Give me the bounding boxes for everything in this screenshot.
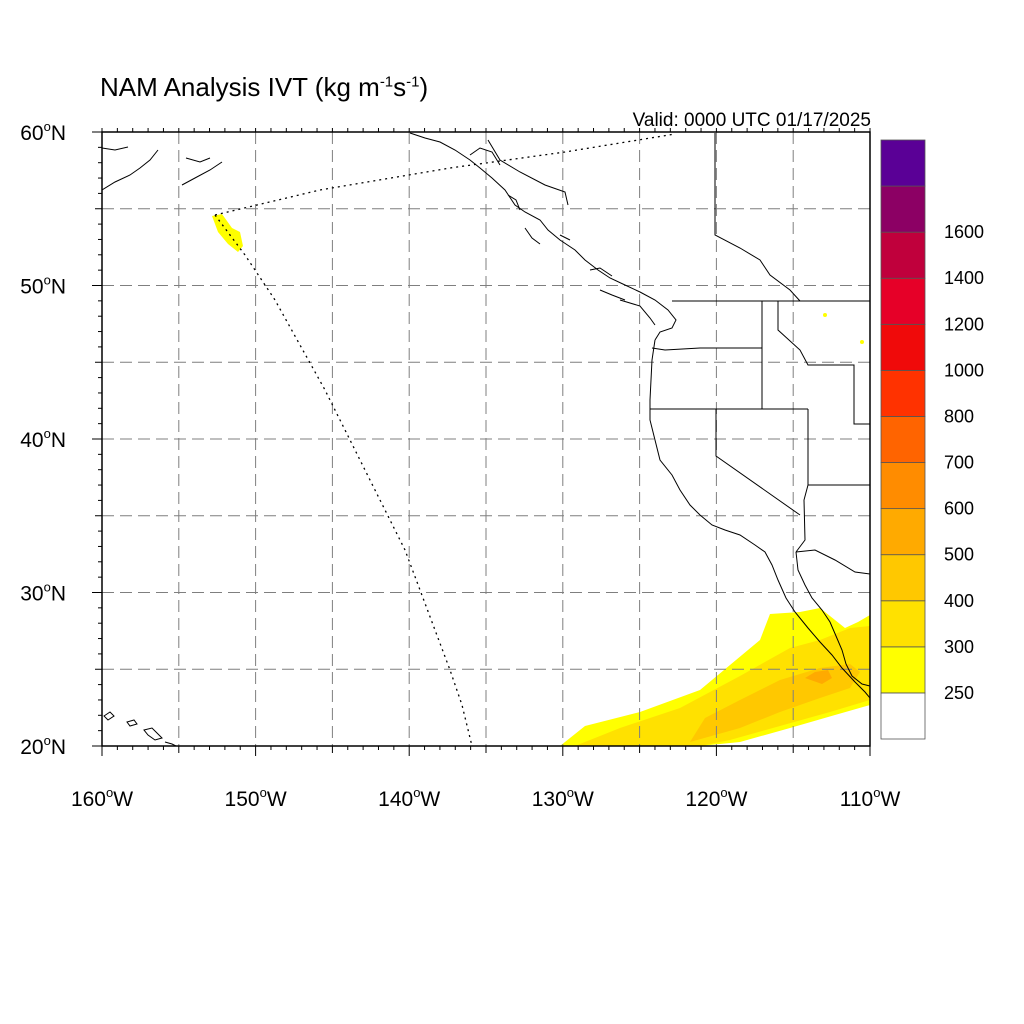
lon-label: 160oW	[71, 785, 133, 811]
coastline-islands	[469, 147, 656, 326]
border-wa-or	[651, 347, 762, 351]
border-az	[795, 484, 809, 553]
ivt-region-alaska	[212, 214, 243, 252]
coastline-us-west	[649, 339, 870, 699]
lon-label: 150oW	[225, 785, 287, 811]
colorbar-label: 300	[944, 637, 974, 657]
ivt-dot	[860, 340, 864, 344]
valid-time-label: Valid: 0000 UTC 01/17/2025	[632, 110, 871, 131]
ivt-region-500	[805, 670, 832, 684]
colorbar-label: 1000	[944, 360, 984, 380]
colorbar-segment	[880, 369, 926, 417]
colorbar-label: 700	[944, 453, 974, 473]
domain-boundary	[214, 133, 676, 747]
colorbar-segment	[880, 323, 926, 371]
lat-label: 20oN	[20, 733, 66, 759]
colorbar-segment	[880, 416, 926, 463]
colorbar-segment	[880, 646, 926, 694]
colorbar: 250 300 400 500 600 700 800 1000 1200 1400 1600	[880, 139, 984, 740]
colorbar-label: 1600	[944, 222, 984, 242]
colorbar-segment	[880, 692, 926, 740]
colorbar-segment	[880, 600, 926, 648]
lon-label: 120oW	[685, 785, 747, 811]
colorbar-label: 400	[944, 591, 974, 611]
ivt-dot	[823, 313, 827, 317]
coastline-hawaii	[103, 711, 177, 746]
plot-frame	[92, 128, 871, 756]
lon-label: 110oW	[840, 785, 901, 811]
colorbar-segment	[880, 231, 926, 279]
border-id	[761, 301, 870, 425]
coastline-baja	[795, 551, 870, 687]
lat-label: 30oN	[20, 580, 66, 606]
map-title: NAM Analysis IVT (kg m-1s-1)	[100, 72, 429, 102]
colorbar-segment	[880, 508, 926, 556]
colorbar-label: 1200	[944, 314, 984, 334]
ivt-shading	[212, 214, 870, 746]
lon-label: 140oW	[378, 785, 440, 811]
map-gridlines	[102, 132, 870, 746]
border-bc-alberta	[714, 133, 801, 302]
lon-label: 130oW	[532, 785, 594, 811]
border-alaska-bc	[487, 139, 569, 206]
colorbar-segment	[880, 139, 926, 187]
colorbar-label: 250	[944, 683, 974, 703]
lat-label: 50oN	[20, 273, 66, 299]
lat-label: 40oN	[20, 426, 66, 452]
coastlines	[102, 132, 870, 746]
colorbar-label: 1400	[944, 268, 984, 288]
coastline-alaska-canada	[409, 132, 677, 341]
colorbar-label: 500	[944, 545, 974, 565]
colorbar-segment	[880, 185, 926, 233]
colorbar-segment	[880, 462, 926, 510]
ivt-region-300	[575, 626, 870, 746]
border-us-mexico	[795, 549, 870, 575]
colorbar-segment	[880, 554, 926, 602]
colorbar-label: 800	[944, 406, 974, 426]
colorbar-segment	[880, 277, 926, 325]
coastline-alaska-west	[102, 146, 223, 191]
colorbar-label: 600	[944, 499, 974, 519]
lat-label: 60oN	[20, 119, 66, 145]
ivt-region-400	[690, 664, 860, 742]
